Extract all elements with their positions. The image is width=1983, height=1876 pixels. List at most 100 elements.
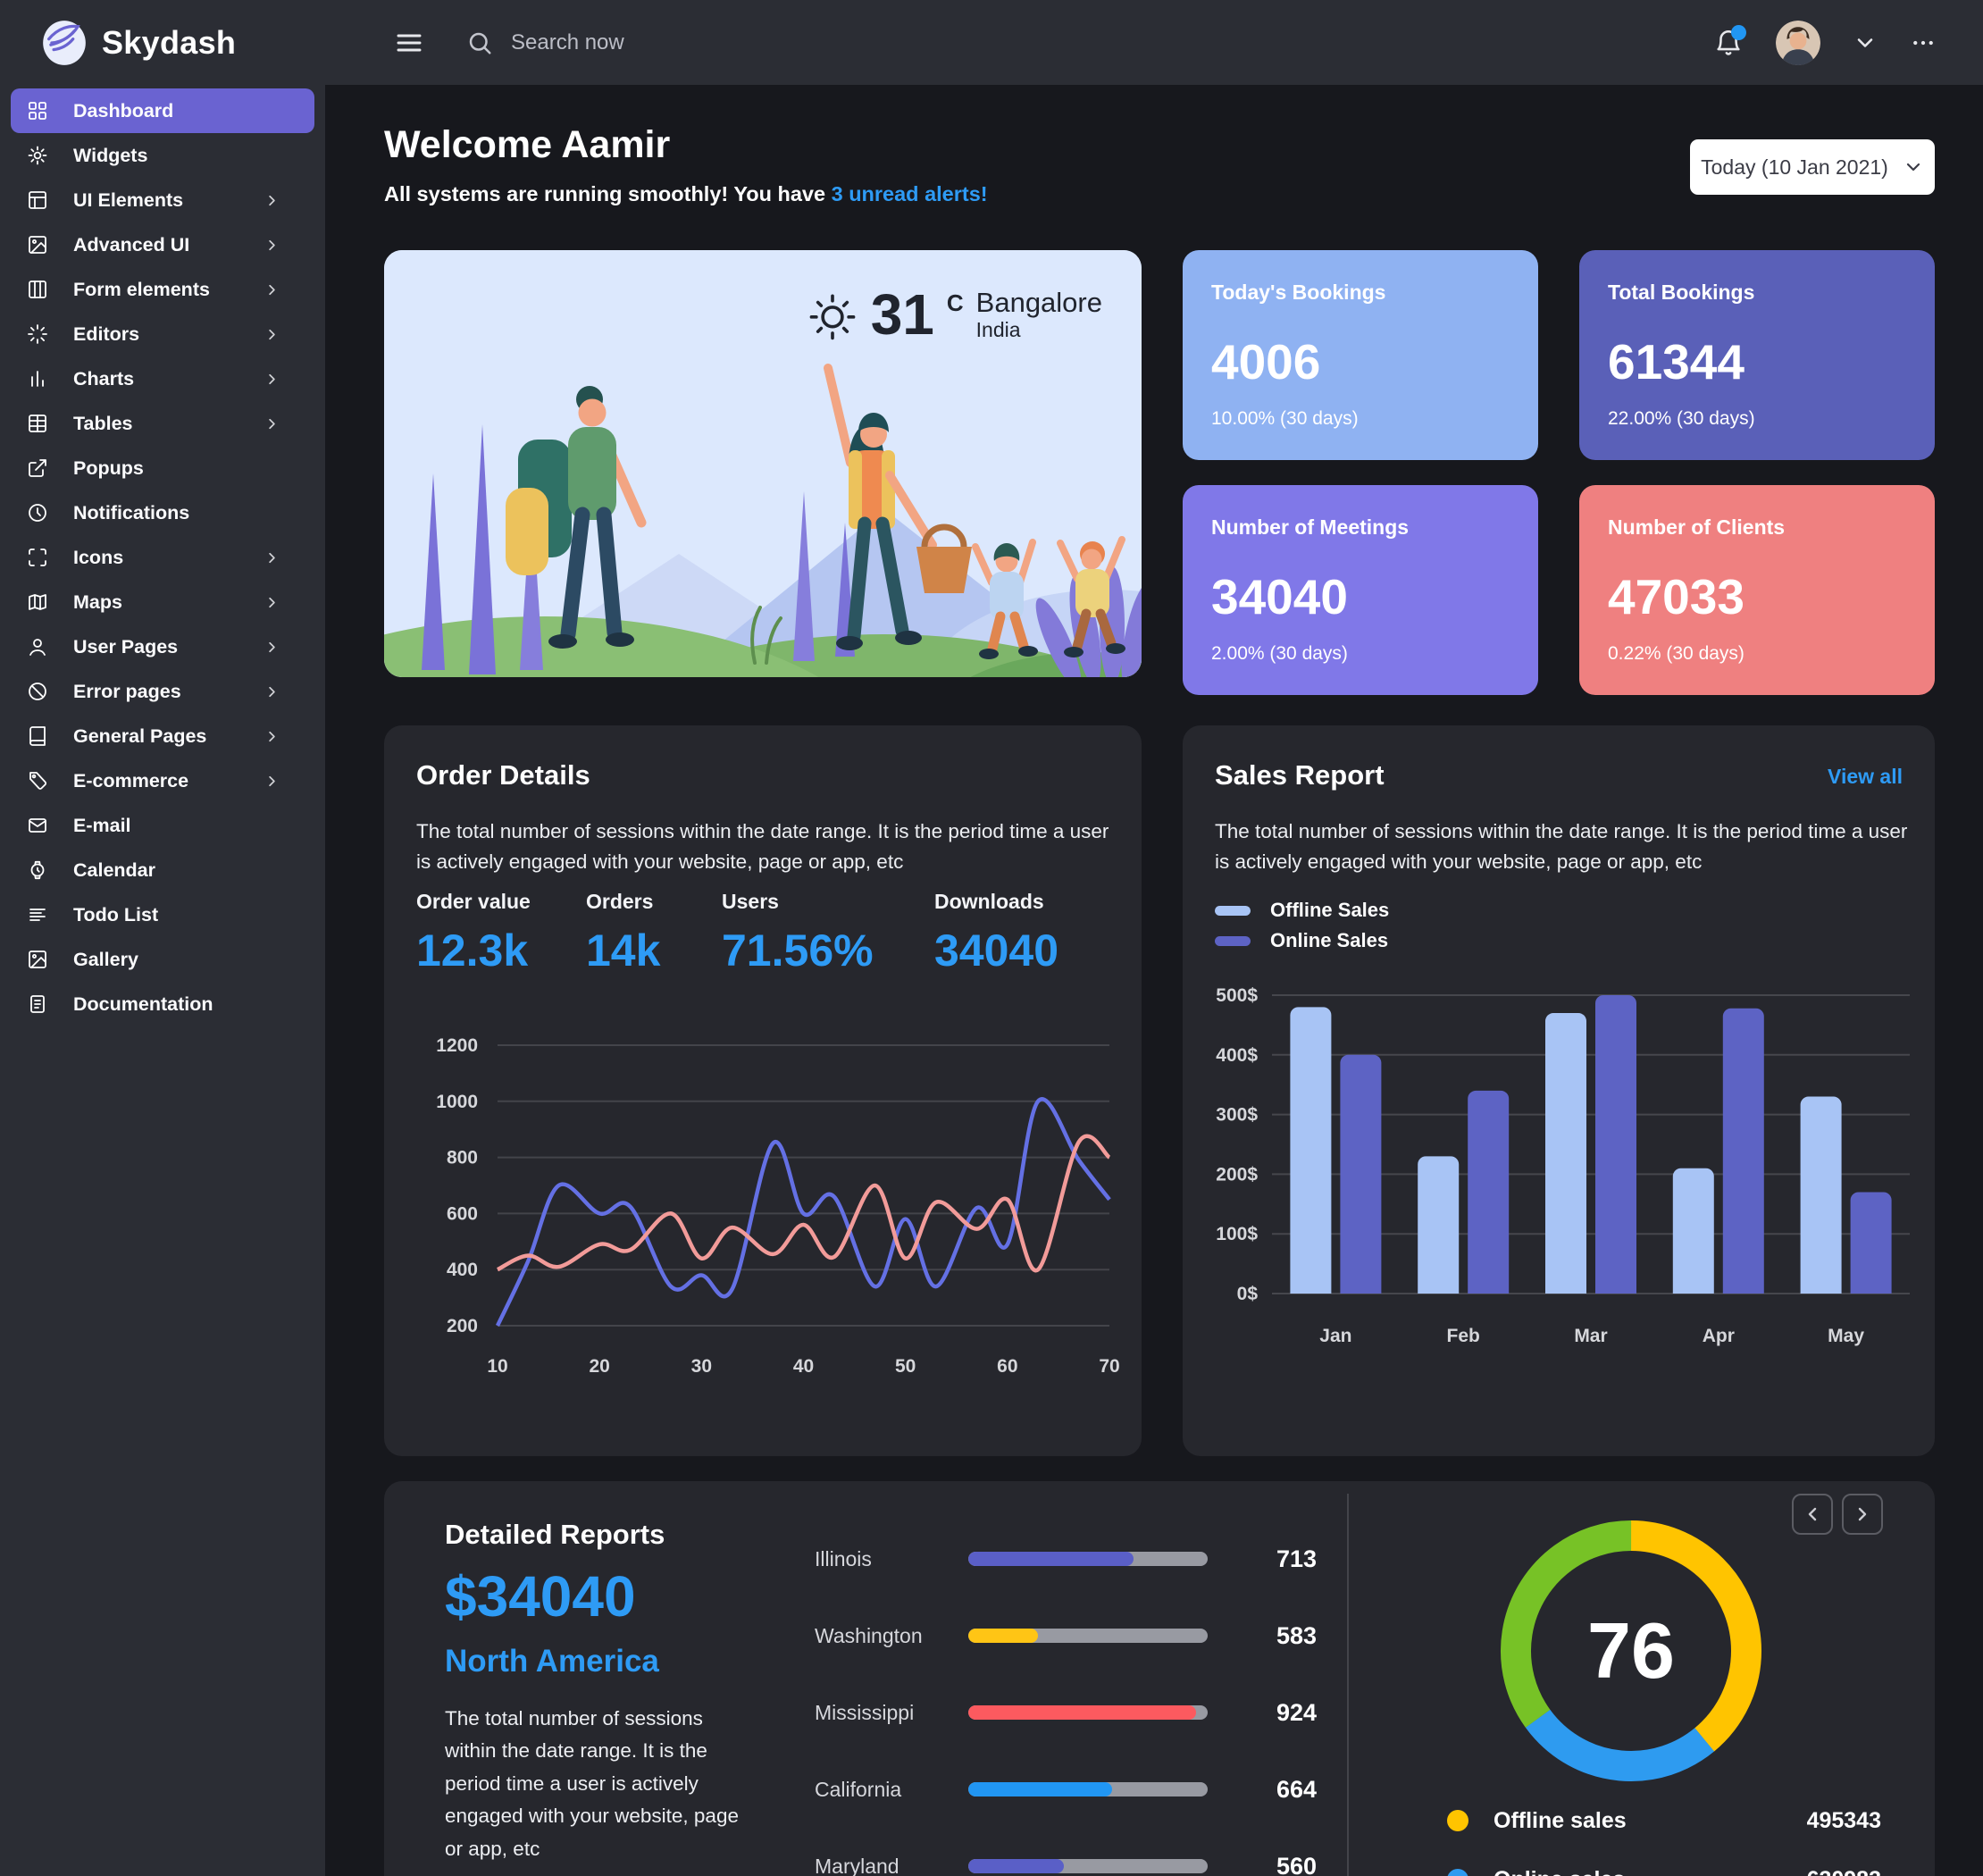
chevron-down-icon [1906, 163, 1920, 172]
svg-text:10: 10 [487, 1356, 507, 1377]
order-details-card: Order Details The total number of sessio… [384, 725, 1142, 1456]
metric-label: Users [722, 890, 779, 913]
svg-text:30: 30 [691, 1356, 712, 1377]
date-range-dropdown[interactable]: Today (10 Jan 2021) [1690, 139, 1935, 195]
legend-label: Offline Sales [1270, 899, 1390, 921]
chevron-right-icon [264, 594, 280, 611]
metric-label: Downloads [934, 890, 1044, 913]
columns-icon [27, 279, 48, 300]
carousel-prev-button[interactable] [1792, 1494, 1833, 1535]
metric-label: Order value [416, 890, 531, 913]
unread-alerts-link[interactable]: 3 unread alerts! [831, 182, 988, 205]
illustration-kid-2 [1057, 536, 1125, 657]
chevron-right-icon [264, 371, 280, 388]
sidebar-item-icons[interactable]: Icons [11, 535, 314, 580]
sidebar-item-documentation[interactable]: Documentation [11, 982, 314, 1026]
sidebar-item-todo-list[interactable]: Todo List [11, 892, 314, 937]
search-input[interactable] [509, 29, 897, 56]
svg-text:May: May [1828, 1326, 1864, 1346]
slash-icon [27, 681, 48, 702]
sidebar-item-advanced-ui[interactable]: Advanced UI [11, 222, 314, 267]
sidebar-item-gallery[interactable]: Gallery [11, 937, 314, 982]
carousel-controls [1792, 1494, 1883, 1535]
sidebar-item-notifications[interactable]: Notifications [11, 490, 314, 535]
stat-card-today-s-bookings: Today's Bookings 4006 10.00% (30 days) [1183, 250, 1538, 460]
svg-text:Feb: Feb [1447, 1326, 1480, 1346]
weather-temp: 31 [870, 282, 934, 347]
sales-report-title: Sales Report [1215, 759, 1385, 791]
state-progress-track [968, 1629, 1208, 1643]
state-progress-fill [968, 1552, 1134, 1566]
state-label: Washington [815, 1623, 923, 1647]
sidebar-item-label: User Pages [73, 635, 179, 657]
donut-legend-label: Online sales [1494, 1867, 1625, 1876]
sidebar-item-label: Notifications [73, 501, 190, 523]
detailed-reports-description: The total number of sessions within the … [445, 1707, 739, 1860]
stat-card-subtext: 22.00% (30 days) [1608, 408, 1755, 429]
chevron-right-icon [264, 683, 280, 700]
sidebar-item-label: Error pages [73, 680, 181, 702]
chevron-right-icon [264, 415, 280, 432]
tag-icon [27, 770, 48, 791]
sidebar-item-ui-elements[interactable]: UI Elements [11, 178, 314, 222]
sidebar-item-e-commerce[interactable]: E-commerce [11, 758, 314, 803]
sidebar-item-e-mail[interactable]: E-mail [11, 803, 314, 848]
sidebar-item-label: Todo List [73, 903, 159, 925]
svg-text:500$: 500$ [1216, 985, 1258, 1006]
metric-downloads: Downloads 34040 [934, 890, 1058, 976]
svg-text:Jan: Jan [1319, 1326, 1351, 1346]
svg-text:100$: 100$ [1216, 1224, 1258, 1244]
weather-country: India [975, 318, 1021, 342]
more-options-ellipsis-icon[interactable] [1910, 29, 1937, 56]
view-all-link[interactable]: View all [1828, 765, 1903, 788]
sidebar-item-maps[interactable]: Maps [11, 580, 314, 624]
sales-legend: Offline Sales Online Sales [1215, 895, 1389, 956]
stat-card-number-of-clients: Number of Clients 47033 0.22% (30 days) [1579, 485, 1935, 695]
gear-icon [27, 145, 48, 166]
table-icon [27, 413, 48, 434]
sidebar-item-editors[interactable]: Editors [11, 312, 314, 356]
chevron-right-icon [264, 549, 280, 566]
stat-card-value: 4006 [1211, 334, 1321, 389]
stat-card-title: Number of Meetings [1211, 515, 1410, 539]
menu-toggle-button[interactable] [395, 29, 423, 57]
detailed-reports-title: Detailed Reports [445, 1519, 665, 1550]
sidebar-item-error-pages[interactable]: Error pages [11, 669, 314, 714]
sidebar-item-popups[interactable]: Popups [11, 446, 314, 490]
state-progress-fill [968, 1705, 1196, 1720]
svg-text:Mar: Mar [1574, 1326, 1607, 1346]
grid-icon [27, 100, 48, 121]
chevron-right-icon [264, 281, 280, 298]
carousel-next-button[interactable] [1842, 1494, 1883, 1535]
stat-card-total-bookings: Total Bookings 61344 22.00% (30 days) [1579, 250, 1935, 460]
user-avatar[interactable] [1776, 20, 1820, 65]
hiking-illustration [384, 250, 1142, 677]
sales-bar-chart: 0$ 100$ 200$ 300$ 400$ 500$ Jan Feb Mar Apr May [1216, 985, 1910, 1346]
minimize-icon [27, 547, 48, 568]
sidebar-item-label: Dashboard [73, 99, 174, 121]
svg-text:300$: 300$ [1216, 1105, 1258, 1126]
sidebar-item-general-pages[interactable]: General Pages [11, 714, 314, 758]
file-text-icon [27, 993, 48, 1015]
sidebar-item-label: General Pages [73, 724, 207, 747]
sidebar-item-dashboard[interactable]: Dashboard [11, 88, 314, 133]
sidebar-item-charts[interactable]: Charts [11, 356, 314, 401]
profile-chevron-down-icon[interactable] [1853, 30, 1878, 55]
sidebar-item-widgets[interactable]: Widgets [11, 133, 314, 178]
sun-icon [807, 289, 858, 341]
sidebar-item-tables[interactable]: Tables [11, 401, 314, 446]
detailed-reports-card: Detailed Reports $34040 North America Th… [384, 1481, 1935, 1876]
state-progress-track [968, 1859, 1208, 1873]
svg-text:50: 50 [895, 1356, 916, 1377]
metric-order-value: Order value 12.3k [416, 890, 531, 976]
navbar-search [466, 29, 897, 56]
sidebar-item-calendar[interactable]: Calendar [11, 848, 314, 892]
legend-label: Online Sales [1270, 929, 1389, 951]
svg-text:400: 400 [447, 1260, 478, 1280]
sidebar-item-form-elements[interactable]: Form elements [11, 267, 314, 312]
stat-card-title: Today's Bookings [1211, 281, 1386, 304]
notifications-button[interactable] [1713, 24, 1746, 58]
state-progress-list: Illinois 713 Washington 583 Mississippi 924 Ca… [815, 1520, 1317, 1876]
state-label: California [815, 1777, 902, 1801]
sidebar-item-user-pages[interactable]: User Pages [11, 624, 314, 669]
